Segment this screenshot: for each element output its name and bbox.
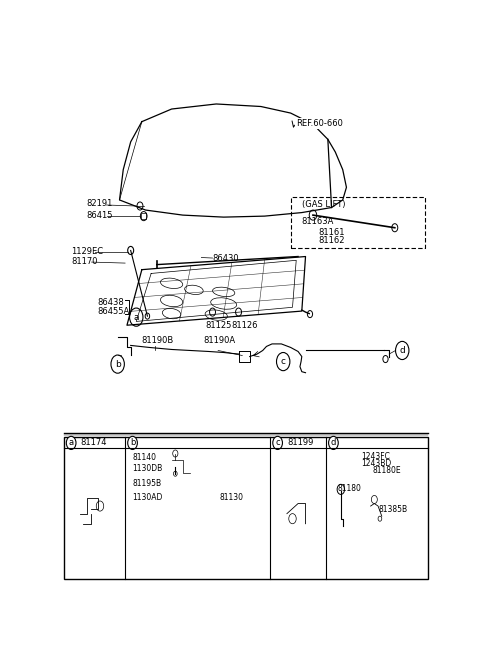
Text: b: b (115, 359, 120, 369)
Text: 81126: 81126 (231, 321, 258, 330)
Text: 1130DB: 1130DB (132, 464, 163, 473)
Text: d: d (331, 438, 336, 447)
Circle shape (276, 352, 290, 371)
Circle shape (396, 341, 409, 359)
Text: 81180: 81180 (337, 484, 361, 493)
Text: b: b (130, 438, 135, 447)
Text: 1243FC: 1243FC (361, 452, 390, 461)
Circle shape (111, 355, 124, 373)
Text: 86455A: 86455A (97, 306, 130, 316)
Text: 81385B: 81385B (378, 504, 407, 514)
Text: 81162: 81162 (319, 236, 345, 245)
Text: 81174: 81174 (81, 438, 107, 447)
Text: 81190B: 81190B (142, 337, 174, 346)
Text: 81170: 81170 (71, 257, 97, 266)
Text: 81163A: 81163A (302, 216, 334, 226)
Text: REF.60-660: REF.60-660 (296, 119, 343, 128)
Text: 1243BD: 1243BD (361, 459, 392, 468)
Text: 86415: 86415 (86, 211, 112, 220)
Text: 86438: 86438 (97, 298, 124, 307)
Text: 81125: 81125 (205, 321, 231, 330)
Text: c: c (281, 357, 286, 366)
Text: 86430: 86430 (213, 253, 239, 262)
Text: 81199: 81199 (287, 438, 313, 447)
Circle shape (329, 436, 338, 449)
Circle shape (273, 436, 282, 449)
Bar (142, 213, 146, 219)
Text: 1130AD: 1130AD (132, 493, 163, 502)
Text: 81140: 81140 (132, 453, 156, 462)
Text: (GAS LIFT): (GAS LIFT) (302, 201, 345, 209)
Text: 1129EC: 1129EC (71, 247, 103, 256)
Text: c: c (276, 438, 280, 447)
Text: 81190A: 81190A (203, 337, 235, 346)
Circle shape (130, 308, 143, 326)
Bar (64, 438, 428, 579)
Text: 81195B: 81195B (132, 480, 162, 488)
Text: 81161: 81161 (319, 228, 345, 237)
Text: 82191: 82191 (86, 199, 112, 209)
Text: d: d (399, 346, 405, 355)
Text: a: a (133, 313, 139, 321)
Circle shape (128, 436, 137, 449)
Text: 81130: 81130 (220, 493, 244, 502)
Text: 81180E: 81180E (372, 466, 401, 475)
Text: a: a (69, 438, 74, 447)
Circle shape (66, 436, 76, 449)
